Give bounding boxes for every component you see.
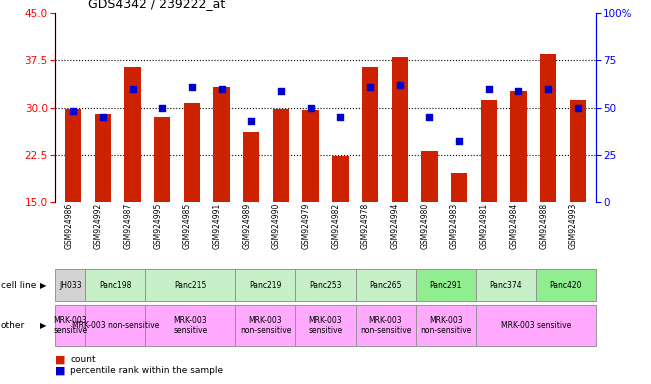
Bar (65, 109, 81, 202)
Text: MRK-003
sensitive: MRK-003 sensitive (53, 316, 87, 335)
Text: ■: ■ (55, 355, 66, 365)
Bar (451, 174, 467, 202)
Text: Panc420: Panc420 (549, 281, 582, 290)
Bar (94, 114, 111, 202)
Bar (540, 54, 557, 202)
Bar (214, 88, 230, 202)
Bar (303, 110, 319, 202)
Text: Panc215: Panc215 (174, 281, 206, 290)
Text: other: other (1, 321, 25, 330)
Text: MRK-003
sensitive: MRK-003 sensitive (309, 316, 342, 335)
Point (454, 138, 464, 144)
Text: percentile rank within the sample: percentile rank within the sample (70, 366, 223, 375)
Text: Panc219: Panc219 (249, 281, 282, 290)
Text: MRK-003 non-sensitive: MRK-003 non-sensitive (72, 321, 159, 330)
Text: cell line: cell line (1, 281, 36, 290)
Point (128, 86, 138, 92)
Point (395, 82, 405, 88)
Text: Panc291: Panc291 (430, 281, 462, 290)
Bar (391, 57, 408, 202)
Bar (362, 67, 378, 202)
Point (98, 114, 108, 120)
Text: ■: ■ (55, 366, 66, 376)
Text: JH033: JH033 (59, 281, 81, 290)
Text: Panc253: Panc253 (309, 281, 342, 290)
Text: ▶: ▶ (40, 321, 47, 330)
Text: MRK-003 sensitive: MRK-003 sensitive (501, 321, 571, 330)
Text: Panc265: Panc265 (369, 281, 402, 290)
Point (484, 86, 494, 92)
Bar (421, 151, 437, 202)
Bar (570, 100, 586, 202)
Bar (154, 117, 171, 202)
Text: Panc374: Panc374 (490, 281, 522, 290)
Text: count: count (70, 355, 96, 364)
Text: MRK-003
sensitive: MRK-003 sensitive (173, 316, 208, 335)
Text: GDS4342 / 239222_at: GDS4342 / 239222_at (88, 0, 225, 10)
Bar (332, 156, 348, 202)
Text: ▶: ▶ (40, 281, 47, 290)
Point (573, 104, 583, 111)
Point (305, 104, 316, 111)
Bar (480, 100, 497, 202)
Point (543, 86, 553, 92)
Point (68, 108, 78, 114)
Point (424, 114, 435, 120)
Bar (510, 91, 527, 202)
Point (187, 84, 197, 90)
Point (216, 86, 227, 92)
Point (157, 104, 167, 111)
Point (335, 114, 346, 120)
Bar (273, 109, 289, 202)
Text: MRK-003
non-sensitive: MRK-003 non-sensitive (420, 316, 471, 335)
Point (276, 88, 286, 94)
Bar (124, 67, 141, 202)
Bar (184, 103, 200, 202)
Text: Panc198: Panc198 (99, 281, 132, 290)
Text: MRK-003
non-sensitive: MRK-003 non-sensitive (240, 316, 291, 335)
Text: MRK-003
non-sensitive: MRK-003 non-sensitive (360, 316, 411, 335)
Bar (243, 132, 260, 202)
Point (513, 88, 523, 94)
Point (246, 118, 256, 124)
Point (365, 84, 375, 90)
